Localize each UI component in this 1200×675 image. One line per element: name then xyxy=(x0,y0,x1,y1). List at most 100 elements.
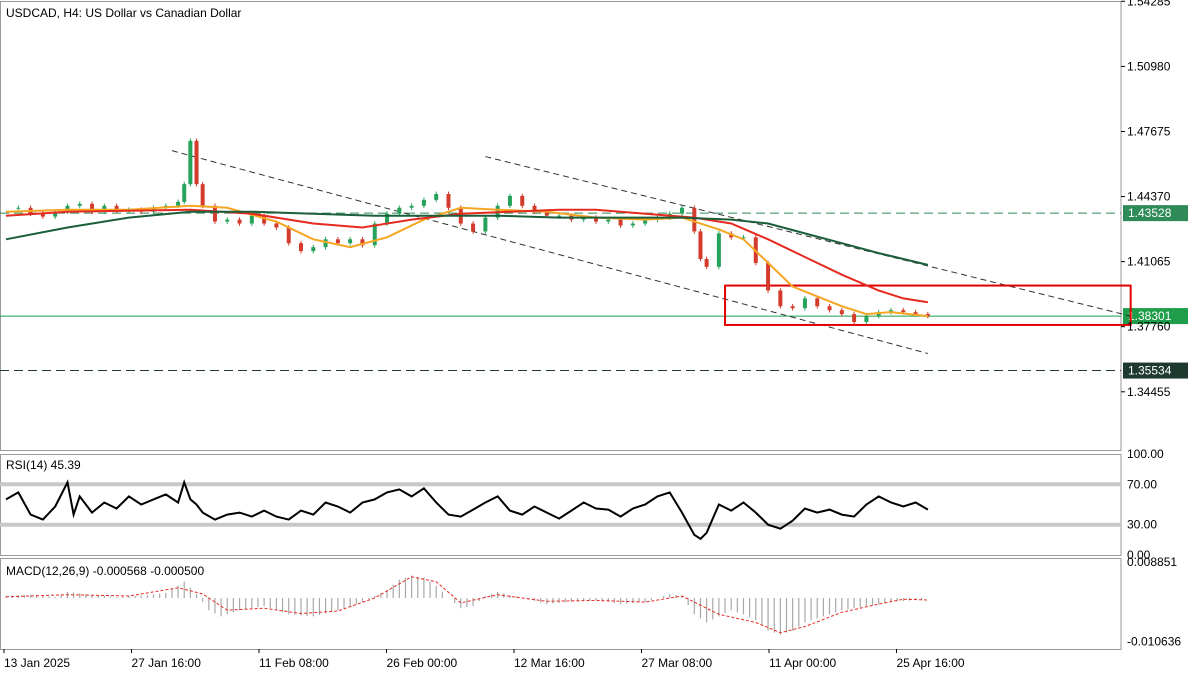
price-tick-label: 1.47675 xyxy=(1127,124,1171,138)
candle-body xyxy=(212,205,217,222)
x-tick-label: 11 Apr 00:00 xyxy=(769,656,836,670)
chart-title: USDCAD, H4: US Dollar vs Canadian Dollar xyxy=(6,6,241,20)
candle-body xyxy=(323,239,328,248)
candle-body xyxy=(200,184,205,206)
rsi-tick-label: 0.00 xyxy=(1127,548,1151,562)
rsi-panel[interactable]: 100.00 70.00 30.00 0.00 xyxy=(0,447,1164,562)
candle-body xyxy=(348,239,353,244)
rsi-frame xyxy=(0,454,1122,556)
x-tick-label: 27 Mar 08:00 xyxy=(642,656,713,670)
candle-body xyxy=(643,219,648,224)
candle-body xyxy=(692,207,697,232)
candle-body xyxy=(372,223,377,246)
candle-body xyxy=(544,211,549,216)
rsi-tick-label: 100.00 xyxy=(1127,447,1164,461)
candle-body xyxy=(680,207,685,214)
panel-frames xyxy=(0,1,1122,650)
candle-body xyxy=(249,215,254,224)
candle-body xyxy=(262,215,267,224)
candle-body xyxy=(839,310,844,315)
trendline-1 xyxy=(485,156,1131,317)
moving-average-1 xyxy=(5,208,929,304)
candle-body xyxy=(53,211,58,217)
rsi-title: RSI(14) 45.39 xyxy=(6,458,81,472)
price-tick-label: 1.44370 xyxy=(1127,190,1171,204)
candle-body xyxy=(704,258,709,267)
candle-body xyxy=(77,203,82,206)
macd-signal-line xyxy=(5,576,928,634)
macd-title: MACD(12,26,9) -0.000568 -0.000500 xyxy=(6,564,204,578)
moving-average-2 xyxy=(5,210,929,266)
candle-body xyxy=(176,201,181,206)
trendline-0 xyxy=(171,150,928,354)
candle-body xyxy=(397,207,402,214)
moving-average-0 xyxy=(5,204,929,318)
candle-body xyxy=(790,306,795,309)
hline-tag-label-1: 1.38301 xyxy=(1128,309,1172,323)
candle-body xyxy=(606,219,611,222)
x-tick-label: 13 Jan 2025 xyxy=(4,656,70,670)
candle-body xyxy=(520,195,525,206)
rsi-line xyxy=(5,479,929,541)
macd-tick-label: -0.010636 xyxy=(1127,634,1181,648)
candle-body xyxy=(16,207,21,209)
price-tick-label: 1.50980 xyxy=(1127,59,1171,73)
candle-body xyxy=(471,223,476,232)
hline-tag-2 xyxy=(1123,362,1188,379)
candle-body xyxy=(876,312,881,317)
candle-body xyxy=(225,219,230,222)
candle-body xyxy=(815,298,820,307)
candle-body xyxy=(298,243,303,252)
candle-body xyxy=(409,205,414,208)
macd-panel[interactable]: 0.008851 -0.010636 xyxy=(5,555,1181,649)
candle-body xyxy=(778,290,783,307)
x-tick-label: 26 Feb 00:00 xyxy=(387,656,458,670)
hline-tag-label-0: 1.43528 xyxy=(1128,206,1172,220)
candle-body xyxy=(557,215,562,217)
x-tick-label: 27 Jan 16:00 xyxy=(132,656,202,670)
x-tick-label: 12 Mar 16:00 xyxy=(514,656,585,670)
candle-body xyxy=(630,223,635,226)
hline-tag-1 xyxy=(1123,308,1188,325)
hline-tag-label-2: 1.35534 xyxy=(1128,364,1172,378)
candle-body xyxy=(507,195,512,206)
candle-body xyxy=(194,140,199,185)
candle-body xyxy=(913,312,918,315)
rsi-tick-label: 30.00 xyxy=(1127,518,1157,532)
candle-body xyxy=(698,231,703,259)
price-tick-label: 1.37760 xyxy=(1127,320,1171,334)
candle-body xyxy=(188,140,193,185)
rsi-tick-label: 70.00 xyxy=(1127,477,1157,491)
candle-body xyxy=(618,219,623,226)
candle-body xyxy=(827,306,832,311)
candle-body xyxy=(741,237,746,239)
candle-body xyxy=(864,316,869,322)
candle-body xyxy=(852,314,857,322)
hline-tag-0 xyxy=(1123,205,1188,222)
price-panel[interactable]: 1.43528 1.38301 1.35534 xyxy=(0,138,1188,379)
candle-body xyxy=(532,205,537,212)
candle-body xyxy=(40,213,45,217)
price-tick-label: 1.54285 xyxy=(1127,0,1171,8)
candle-body xyxy=(421,199,426,206)
candle-body xyxy=(581,217,586,220)
candle-body xyxy=(446,193,451,208)
price-frame xyxy=(0,1,1122,451)
candle-body xyxy=(237,219,242,224)
macd-tick-label: 0.008851 xyxy=(1127,555,1177,569)
candle-body xyxy=(483,217,488,232)
candle-body xyxy=(182,184,187,202)
price-tick-label: 1.34455 xyxy=(1127,385,1171,399)
candle-body xyxy=(114,205,119,211)
candle-body xyxy=(335,239,340,244)
candle-body xyxy=(766,262,771,291)
macd-frame xyxy=(0,558,1122,650)
axis-labels: 1.54285 1.50980 1.47675 1.44370 1.41065 1.377… xyxy=(3,0,1171,670)
candle-body xyxy=(286,227,291,244)
candle-body xyxy=(593,217,598,222)
candle-body xyxy=(385,213,390,224)
candle-body xyxy=(311,247,316,252)
price-tick-label: 1.41065 xyxy=(1127,255,1171,269)
candle-body xyxy=(90,203,95,212)
